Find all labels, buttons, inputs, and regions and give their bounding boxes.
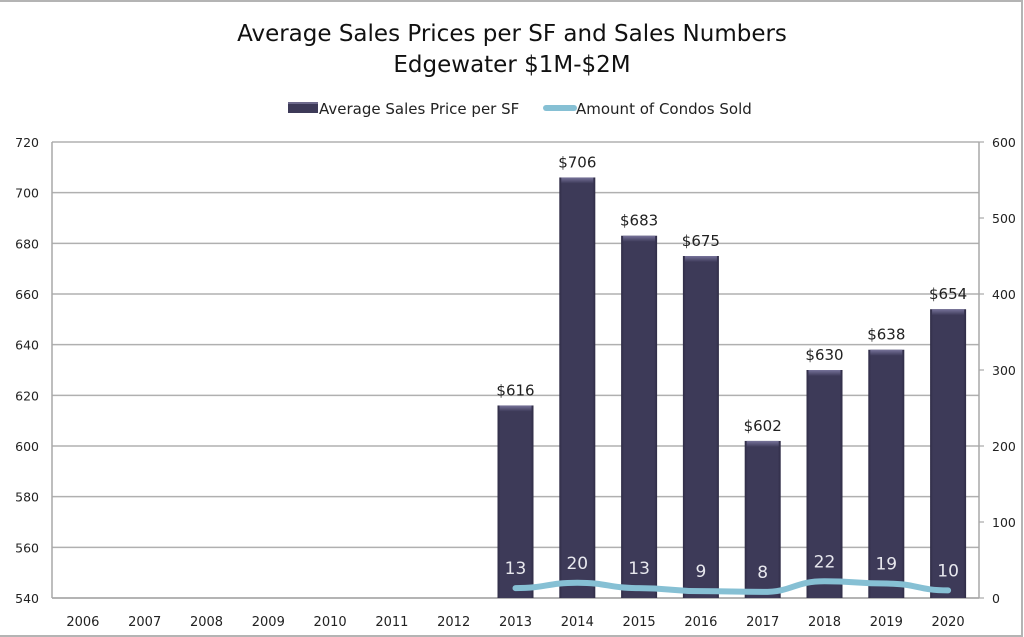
y-right-tick-label: 500 — [992, 211, 1016, 226]
bar-data-label: $638 — [867, 326, 905, 344]
bar-top-bevel — [623, 235, 656, 242]
y-left-tick-label: 720 — [15, 135, 39, 150]
line-data-label: 20 — [566, 554, 588, 574]
bar-body — [806, 370, 843, 598]
chart-title: Average Sales Prices per SF and Sales Nu… — [237, 21, 787, 47]
bar-data-label: $616 — [496, 381, 534, 399]
x-axis-ticks: 2006 2007 2008 2009 2010 2011 2012 2013 2014 2015… — [66, 615, 964, 630]
y-axis-right-ticks: 0 100 200 300 400 500 600 — [992, 135, 1016, 606]
y-axis-left-ticks: 540 560 580 600 620 640 660 680 700 720 — [15, 135, 39, 606]
bars — [497, 177, 967, 598]
legend-bar-swatch-highlight — [288, 102, 318, 104]
bar — [497, 405, 534, 598]
x-tick-label: 2011 — [375, 615, 408, 630]
y-right-tick-label: 0 — [992, 591, 1000, 606]
bar-data-label: $602 — [744, 417, 782, 435]
bar-body — [744, 440, 781, 598]
x-tick-label: 2014 — [561, 615, 594, 630]
y-left-tick-label: 660 — [15, 287, 39, 302]
bar-body — [868, 349, 905, 598]
bar-top-bevel — [561, 177, 594, 184]
bar-labels: $616 $706 $683 $675 $602 $630 $638 $654 — [496, 153, 967, 434]
y-left-tick-label: 580 — [15, 490, 39, 505]
chart-subtitle: Edgewater $1M-$2M — [393, 52, 630, 78]
x-tick-label: 2016 — [684, 615, 717, 630]
y-left-tick-label: 680 — [15, 236, 39, 251]
line-data-label: 13 — [505, 559, 527, 579]
legend-label-price: Average Sales Price per SF — [319, 100, 519, 118]
x-tick-label: 2012 — [437, 615, 470, 630]
x-tick-label: 2018 — [808, 615, 841, 630]
bar-top-bevel — [746, 440, 779, 447]
bar-data-label: $675 — [682, 232, 720, 250]
condos-line — [512, 578, 952, 595]
line-data-label: 8 — [757, 563, 768, 583]
line-data-label: 19 — [875, 555, 897, 575]
bar — [682, 256, 719, 598]
y-right-tick-label: 300 — [992, 363, 1016, 378]
y-right-tick-label: 600 — [992, 135, 1016, 150]
y-left-tick-label: 600 — [15, 439, 39, 454]
bar-data-label: $706 — [558, 153, 596, 171]
bar-data-label: $654 — [929, 285, 967, 303]
bar-body — [682, 256, 719, 598]
line-data-label: 9 — [695, 562, 706, 582]
bar-data-label: $630 — [805, 346, 843, 364]
line-data-label: 13 — [628, 559, 650, 579]
x-tick-label: 2006 — [66, 615, 99, 630]
bar-body — [497, 405, 534, 598]
bar — [744, 440, 781, 598]
y-left-tick-label: 640 — [15, 338, 39, 353]
bar — [868, 349, 905, 598]
bar-body — [621, 235, 658, 598]
condos-line-series — [512, 578, 952, 595]
x-tick-label: 2017 — [746, 615, 779, 630]
line-data-label: 22 — [814, 552, 836, 572]
y-left-tick-label: 540 — [15, 591, 39, 606]
y-right-tick-label: 400 — [992, 287, 1016, 302]
bar-top-bevel — [499, 405, 532, 412]
y-left-tick-label: 620 — [15, 388, 39, 403]
x-tick-label: 2008 — [190, 615, 223, 630]
bar-top-bevel — [808, 370, 841, 376]
legend: Average Sales Price per SF Amount of Con… — [288, 100, 752, 118]
bar-top-bevel — [870, 349, 903, 356]
bar — [559, 177, 596, 598]
x-tick-label: 2019 — [870, 615, 903, 630]
bar — [930, 309, 967, 598]
y-left-tick-label: 700 — [15, 186, 39, 201]
bar-top-bevel — [684, 256, 717, 262]
line-labels: 13 20 13 9 8 22 19 10 — [505, 552, 959, 583]
x-tick-label: 2009 — [252, 615, 285, 630]
bar — [621, 235, 658, 598]
x-tick-label: 2020 — [932, 615, 965, 630]
legend-bar-swatch — [288, 102, 318, 113]
x-tick-label: 2007 — [128, 615, 161, 630]
legend-label-condos: Amount of Condos Sold — [576, 100, 752, 118]
bar-top-bevel — [932, 309, 965, 316]
bar-body — [930, 309, 967, 598]
y-right-tick-label: 200 — [992, 439, 1016, 454]
bar-body — [559, 177, 596, 598]
y-right-tick-label: 100 — [992, 515, 1016, 530]
x-tick-label: 2010 — [314, 615, 347, 630]
x-tick-label: 2013 — [499, 615, 532, 630]
y-left-tick-label: 560 — [15, 540, 39, 555]
x-tick-label: 2015 — [623, 615, 656, 630]
line-data-label: 10 — [937, 561, 959, 581]
bar — [806, 370, 843, 598]
bar-data-label: $683 — [620, 212, 658, 230]
